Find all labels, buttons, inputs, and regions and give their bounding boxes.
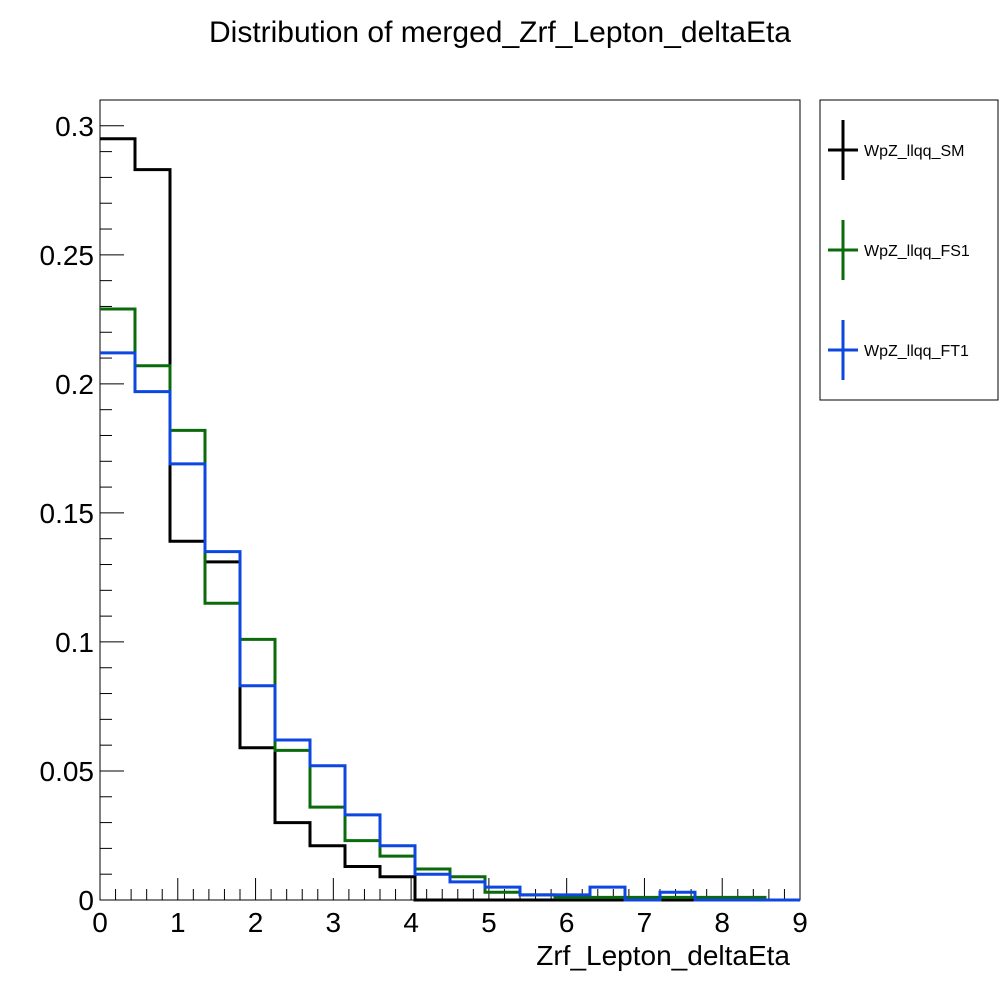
legend: WpZ_llqq_SM WpZ_llqq_FS1 WpZ_llqq_FT1 [828,120,970,380]
legend-item: WpZ_llqq_FS1 [828,220,970,280]
x-tick-label: 7 [637,907,653,938]
x-tick-label: 8 [714,907,730,938]
series-WpZ_llqq_FS1 [100,307,800,902]
y-tick-label: 0.05 [40,756,95,787]
legend-label: WpZ_llqq_FT1 [864,343,969,360]
y-tick-label: 0.25 [40,240,95,271]
x-tick-label: 1 [170,907,186,938]
legend-item: WpZ_llqq_SM [828,120,964,180]
legend-label: WpZ_llqq_SM [864,143,964,160]
x-axis: 0 1 2 3 4 5 6 7 8 9 [92,878,808,938]
x-tick-label: 4 [403,907,419,938]
series-layer [100,137,800,902]
legend-item: WpZ_llqq_FT1 [828,320,969,380]
legend-label: WpZ_llqq_FS1 [864,243,970,260]
x-tick-label: 6 [559,907,575,938]
y-tick-label: 0.15 [40,498,95,529]
series-WpZ_llqq_FT1 [100,351,800,902]
series-line-WpZ_llqq_FS1 [100,307,800,902]
y-tick-label: 0.2 [55,369,94,400]
x-tick-label: 9 [792,907,808,938]
x-tick-label: 5 [481,907,497,938]
x-tick-label: 3 [326,907,342,938]
x-tick-label: 2 [248,907,264,938]
y-tick-label: 0.1 [55,627,94,658]
y-tick-label: 0.3 [55,111,94,142]
y-tick-label: 0 [78,885,94,916]
y-axis: 0 0.05 0.1 0.15 0.2 0.25 0.3 [40,99,124,916]
series-line-WpZ_llqq_FT1 [100,351,800,902]
x-tick-label: 0 [92,907,108,938]
chart-title: Distribution of merged_Zrf_Lepton_deltaE… [209,16,791,49]
x-axis-label: Zrf_Lepton_deltaEta [536,940,790,971]
